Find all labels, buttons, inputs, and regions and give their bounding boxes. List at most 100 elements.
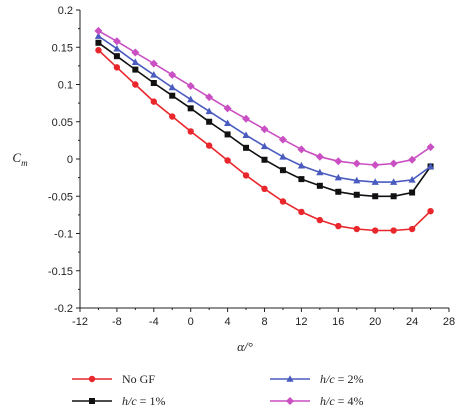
legend-marker [286,397,294,405]
y-tick-label: -0.15 [48,266,73,278]
legend-label-part: h/c [320,394,335,408]
x-axis-title: α/° [237,339,253,354]
data-point [131,58,139,65]
series-1 [95,47,434,234]
series-4 [94,26,435,169]
data-point [169,92,176,99]
data-point [371,178,379,185]
data-point [426,162,435,170]
data-point [131,48,140,57]
data-point [223,104,232,113]
data-point [427,207,434,215]
legend-marker [89,398,95,404]
data-point [390,227,397,234]
data-point [224,131,231,138]
data-point [297,145,306,154]
data-point [242,131,250,138]
data-point [224,119,232,127]
data-point [112,37,121,46]
legend-label: h/c = 2% [320,372,363,386]
data-point [113,44,121,52]
data-point [408,155,417,164]
data-point [372,227,379,234]
data-point [149,59,158,68]
data-point [315,152,324,161]
x-tick-label: 0 [188,316,194,328]
data-point [150,80,157,87]
data-point [150,71,158,78]
data-point [297,161,305,169]
x-tick-label: 28 [443,316,455,328]
data-point [390,193,397,200]
data-point [206,118,213,125]
data-point [224,157,231,164]
x-tick-label: 4 [225,316,231,328]
legend-label-part: = 1% [137,394,166,408]
y-tick-label: 0.05 [52,117,73,129]
data-point [187,128,194,135]
legend-entry: h/c = 4% [270,394,363,408]
y-tick-label: -0.2 [54,303,73,315]
y-tick-label: 0.1 [58,80,73,92]
legend-label: No GF [122,372,155,386]
y-tick-label: 0.15 [52,42,73,54]
x-tick-label: 8 [261,316,267,328]
data-point [94,32,103,39]
data-point [279,167,286,174]
data-point [187,95,195,103]
legend-marker [88,375,96,383]
y-tick-label: -0.05 [48,191,73,203]
data-point [168,70,177,79]
data-point [316,182,323,189]
legend-marker [286,375,294,382]
data-point [279,198,287,205]
data-point [242,114,251,123]
data-point [94,26,103,35]
data-point [298,208,305,216]
data-point [353,191,360,198]
data-point [261,185,268,192]
data-point [261,156,268,163]
data-point [334,157,343,166]
legend-label-part: No GF [122,372,155,386]
data-point [95,39,102,46]
data-point [205,142,213,149]
legend-label-part: = 4% [335,394,364,408]
data-point [390,178,398,185]
tick-labels: 0.2 0.15 0.1 0.05 0 -0.05 -0.1 -0.15 -0.2-12 -8 -4… [48,5,455,328]
data-point [168,83,176,91]
data-point [389,159,398,168]
data-point [205,93,214,102]
data-point [278,135,287,144]
legend-entry: No GF [72,372,155,386]
series-layer [94,26,435,234]
data-point [426,143,435,152]
x-tick-label: 16 [332,316,344,328]
legend-label-part: h/c [320,372,335,386]
data-point [132,81,139,88]
data-point [335,222,342,230]
data-point [187,105,194,112]
x-tick-label: -8 [112,316,122,328]
data-point [260,142,269,150]
data-point [316,216,324,224]
data-point [132,66,139,73]
data-point [113,53,120,60]
y-tick-label: 0.2 [58,5,73,17]
legend-label: h/c = 1% [122,394,165,408]
y-axis-title-sub: m [21,158,28,168]
x-tick-label: 12 [295,316,307,328]
data-point [372,193,379,200]
data-point [316,168,324,176]
y-tick-label: -0.1 [54,229,73,241]
data-point [408,225,416,233]
legend-entry: h/c = 2% [270,372,363,386]
y-tick-label: 0 [67,154,73,166]
legend-label: h/c = 4% [320,394,363,408]
data-point [352,159,361,168]
data-point [169,113,176,120]
legend-entry: h/c = 1% [72,394,165,408]
data-point [353,225,360,233]
